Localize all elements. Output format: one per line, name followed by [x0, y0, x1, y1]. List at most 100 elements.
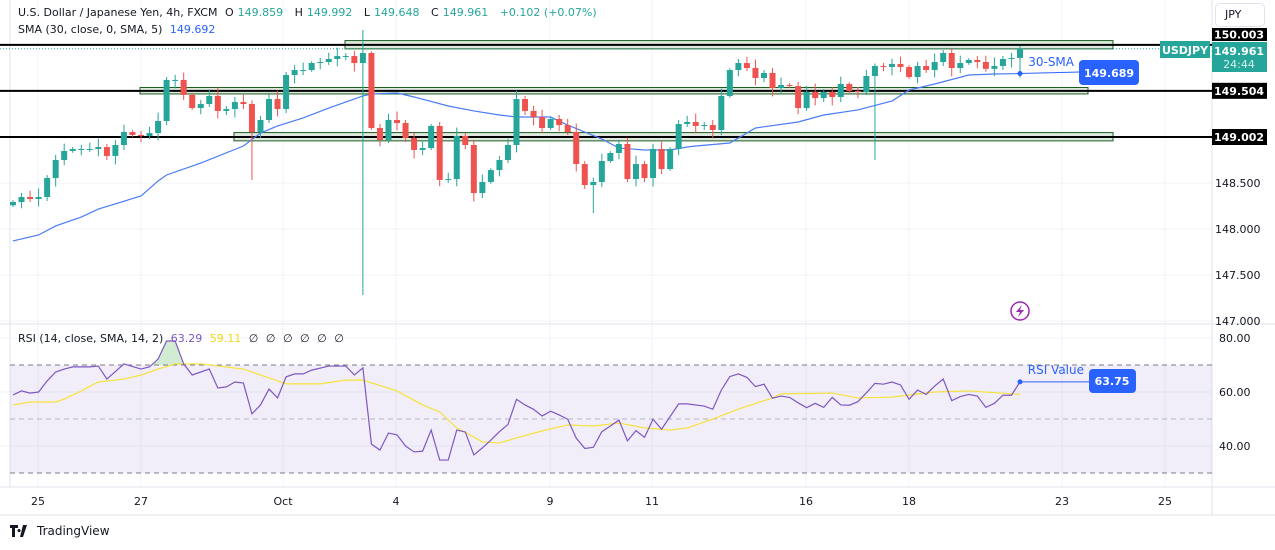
- candle: [709, 119, 716, 139]
- candle: [795, 81, 802, 115]
- candle-body: [709, 125, 716, 131]
- candle: [411, 132, 418, 159]
- rsi-legend[interactable]: RSI (14, close, SMA, 14, 2) 63.29 59.11 …: [18, 332, 348, 345]
- candle: [812, 83, 819, 106]
- candle-body: [445, 179, 452, 181]
- candle-body: [385, 119, 392, 141]
- candle: [760, 70, 767, 83]
- candle-body: [214, 95, 221, 111]
- candle-body: [402, 123, 409, 139]
- candle-body: [103, 147, 110, 156]
- ohlc-high: H 149.992: [294, 6, 353, 19]
- candle-body: [795, 86, 802, 109]
- candle-body: [120, 132, 127, 146]
- candle: [231, 96, 238, 118]
- candle-body: [95, 147, 102, 149]
- tradingview-wordmark: TradingView: [37, 524, 110, 538]
- candle: [52, 154, 59, 187]
- candle-body: [112, 145, 119, 156]
- candle-body: [248, 103, 255, 133]
- sma-legend[interactable]: SMA (30, close, 0, SMA, 5) 149.692: [18, 23, 219, 36]
- candle: [69, 147, 76, 153]
- candle-body: [948, 53, 955, 68]
- lightning-icon: [1010, 301, 1030, 321]
- sma-label: SMA (30, close, 0, SMA, 5): [18, 23, 163, 36]
- candle-body: [829, 92, 836, 97]
- candle-body: [957, 63, 964, 68]
- candle: [573, 123, 580, 172]
- candle: [718, 88, 725, 136]
- candle: [539, 109, 546, 134]
- candle-body: [760, 72, 767, 79]
- rsi-line: [12, 340, 1021, 461]
- candle: [504, 138, 511, 163]
- sma-line: [12, 72, 1021, 242]
- candle-body: [300, 70, 307, 72]
- candle: [999, 56, 1006, 71]
- candle: [590, 177, 597, 213]
- candle: [95, 138, 102, 157]
- tradingview-logo[interactable]: TradingView: [10, 524, 110, 538]
- rsi-value: 63.29: [170, 332, 203, 345]
- sma-value-box: [1079, 60, 1139, 85]
- level-price-tag: [1212, 28, 1267, 41]
- time-axis-label: 27: [134, 495, 148, 508]
- candle-body: [504, 145, 511, 160]
- rsi-axis-label: 60.00: [1219, 386, 1251, 399]
- candle-body: [206, 95, 213, 104]
- last-price-tag: [1212, 42, 1267, 72]
- currency-button[interactable]: JPY: [1215, 3, 1265, 27]
- candle-body: [658, 148, 665, 170]
- candle: [342, 53, 349, 61]
- candle: [786, 83, 793, 88]
- candle-body: [632, 164, 639, 180]
- candle-body: [394, 119, 401, 124]
- level-price-tag-text: 149.504: [1214, 85, 1264, 98]
- candle-body: [172, 79, 179, 81]
- candle-body: [351, 56, 358, 64]
- candle: [752, 59, 759, 86]
- sma-callout-line: [1019, 71, 1081, 75]
- candles: [10, 30, 1023, 295]
- candle: [675, 119, 682, 156]
- price-axis-label: 147.000: [1215, 315, 1261, 328]
- candle-body: [812, 92, 819, 98]
- candle: [436, 121, 443, 187]
- candle-body: [52, 160, 59, 179]
- candle-body: [974, 59, 981, 63]
- candle-body: [846, 84, 853, 91]
- rsi-axis-label: 40.00: [1219, 440, 1251, 453]
- candle-body: [897, 63, 904, 67]
- candle: [402, 120, 409, 143]
- candle: [496, 155, 503, 177]
- candle: [44, 175, 51, 202]
- candle: [453, 127, 460, 187]
- candle: [470, 139, 477, 202]
- candle: [257, 115, 264, 139]
- candle-body: [479, 181, 486, 194]
- candle: [982, 55, 989, 72]
- time-axis-label: 23: [1055, 495, 1069, 508]
- candle-body: [923, 65, 930, 71]
- candle: [1008, 52, 1015, 68]
- candle-body: [547, 118, 554, 128]
- candle: [914, 61, 921, 84]
- candle-body: [10, 202, 16, 206]
- candle-body: [487, 170, 494, 182]
- candle-body: [308, 63, 315, 71]
- symbol-title: U.S. Dollar / Japanese Yen, 4h, FXCM: [18, 6, 218, 19]
- candle-body: [1017, 48, 1023, 58]
- price-axis-label: 147.500: [1215, 269, 1261, 282]
- candle-body: [69, 148, 76, 151]
- tradingview-logo-icon: [10, 525, 27, 537]
- candle-body: [564, 125, 571, 133]
- candle-body: [146, 133, 153, 136]
- candle: [923, 59, 930, 73]
- candle: [837, 76, 844, 103]
- candle: [419, 140, 426, 156]
- candle-body: [376, 127, 383, 141]
- candle-body: [27, 196, 34, 200]
- candle-body: [496, 160, 503, 171]
- rsi-value-box-text: 63.75: [1095, 375, 1130, 388]
